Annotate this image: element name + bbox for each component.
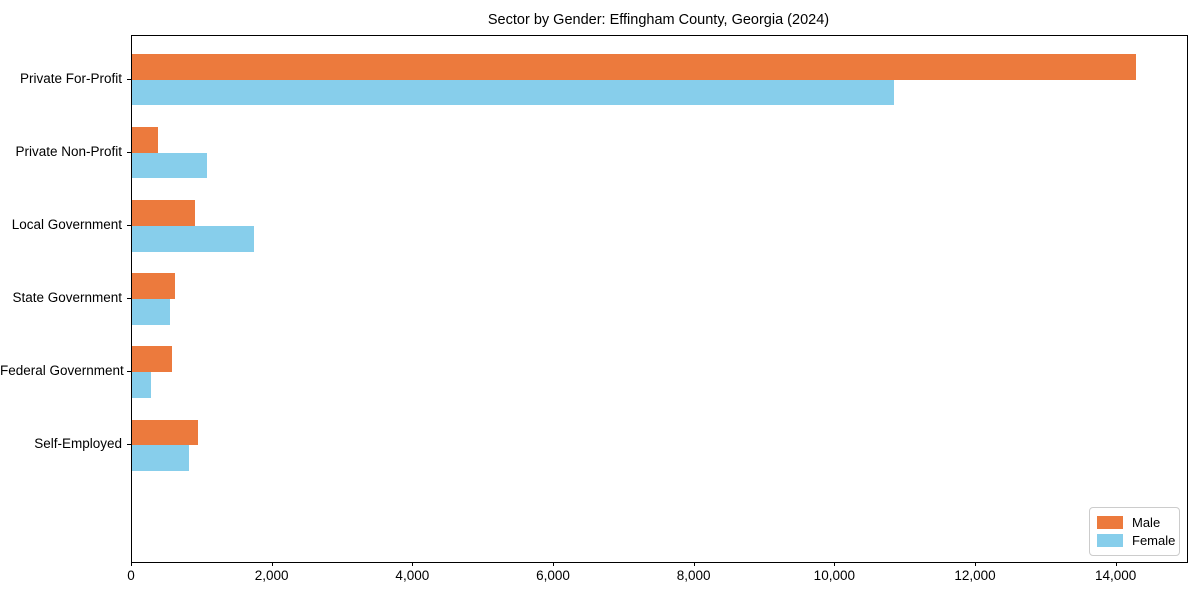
x-tick-label: 10,000	[813, 568, 855, 583]
y-tick	[127, 78, 131, 80]
x-tick-label: 12,000	[954, 568, 996, 583]
category-label: Private Non-Profit	[15, 143, 122, 159]
category-label: State Government	[12, 290, 122, 305]
x-tick	[131, 562, 132, 566]
x-tick	[271, 562, 273, 566]
x-tick-label: 4,000	[395, 568, 430, 583]
x-tick	[834, 562, 836, 566]
bar-female-0	[132, 79, 894, 106]
legend-swatch-female	[1097, 534, 1123, 548]
category-label: Federal Government	[0, 363, 124, 379]
bar-male-0	[132, 54, 1136, 80]
legend-swatch-male	[1097, 515, 1123, 529]
x-tick	[553, 562, 554, 566]
x-tick-label: 0	[127, 568, 135, 583]
bar-female-5	[132, 445, 189, 471]
y-tick	[127, 444, 131, 446]
bar-male-3	[132, 273, 175, 299]
bar-female-1	[132, 152, 208, 179]
x-tick	[693, 562, 695, 566]
x-tick-label: 6,000	[536, 568, 570, 583]
x-tick	[1115, 562, 1117, 566]
legend-label: Female	[1132, 533, 1176, 549]
legend-item-male: Male	[1097, 515, 1172, 530]
x-tick	[412, 562, 414, 566]
x-tick-label: 8,000	[676, 568, 711, 583]
x-tick	[975, 562, 976, 566]
bar-male-4	[132, 346, 173, 373]
x-tick-label: 14,000	[1095, 568, 1137, 583]
y-tick	[127, 298, 131, 299]
y-tick	[127, 151, 131, 153]
y-tick	[127, 371, 131, 373]
bar-male-2	[132, 200, 195, 226]
category-label: Self-Employed	[34, 436, 122, 452]
category-label: Private For-Profit	[19, 70, 122, 86]
legend-label: Male	[1132, 514, 1161, 530]
legend-item-female: Female	[1097, 533, 1176, 549]
category-label: Local Government	[11, 216, 122, 232]
bar-female-4	[132, 372, 151, 398]
bar-male-1	[132, 127, 159, 153]
legend: Male Female	[1089, 507, 1180, 556]
bar-male-5	[132, 419, 199, 446]
plot-area	[131, 35, 1188, 563]
bar-female-3	[132, 299, 170, 325]
x-tick-label: 2,000	[254, 568, 289, 583]
y-tick	[127, 224, 131, 226]
chart-title: Sector by Gender: Effingham County, Geor…	[487, 12, 830, 28]
bar-female-2	[132, 225, 254, 252]
